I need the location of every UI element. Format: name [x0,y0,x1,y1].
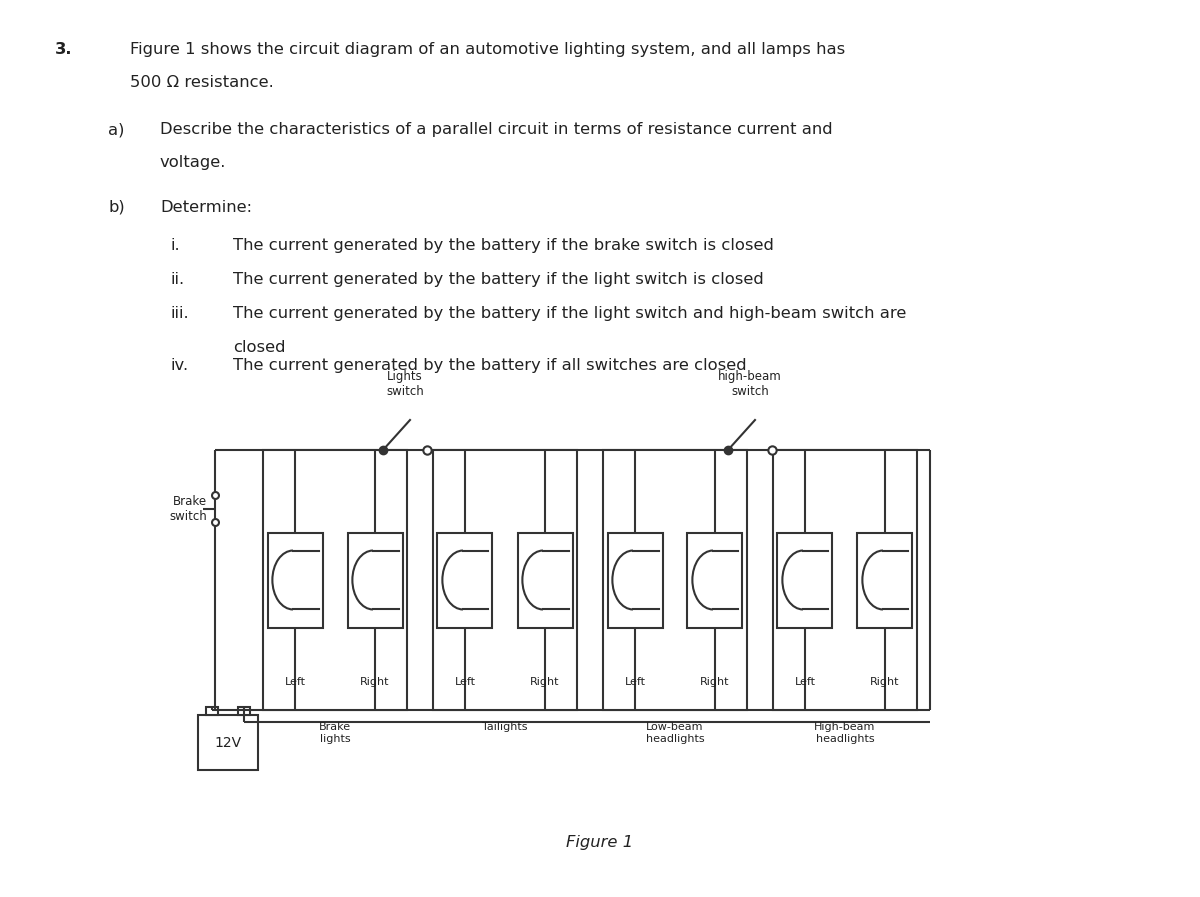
Text: iv.: iv. [170,358,188,373]
Bar [773,450,917,710]
Text: Brake
lights: Brake lights [319,722,352,744]
Text: i.: i. [170,238,180,253]
Text: Brake
switch: Brake switch [169,495,206,523]
Text: 500 Ω resistance.: 500 Ω resistance. [130,75,274,90]
Bar [433,450,577,710]
Text: The current generated by the battery if the light switch and high-beam switch ar: The current generated by the battery if … [233,306,906,321]
Text: Left: Left [794,677,816,687]
Text: Right: Right [870,677,900,687]
Text: Left: Left [284,677,306,687]
Text: ii.: ii. [170,272,184,287]
Text: high-beam
switch: high-beam switch [718,370,782,398]
Text: Figure 1: Figure 1 [566,835,634,850]
Text: The current generated by the battery if the light switch is closed: The current generated by the battery if … [233,272,763,287]
Text: b): b) [108,200,125,215]
Bar [268,533,323,628]
Text: 3.: 3. [55,42,72,57]
Bar [348,533,402,628]
Text: Describe the characteristics of a parallel circuit in terms of resistance curren: Describe the characteristics of a parall… [160,122,833,137]
Text: The current generated by the battery if the brake switch is closed: The current generated by the battery if … [233,238,774,253]
Text: Right: Right [530,677,559,687]
Text: Tailights: Tailights [482,722,528,732]
Bar [438,533,492,628]
Bar [858,533,912,628]
Text: voltage.: voltage. [160,155,227,170]
Text: Right: Right [701,677,730,687]
Text: Left: Left [624,677,646,687]
Text: closed: closed [233,340,286,355]
Text: Left: Left [455,677,475,687]
Bar [517,533,572,628]
Text: iii.: iii. [170,306,188,321]
Text: The current generated by the battery if all switches are closed: The current generated by the battery if … [233,358,746,373]
Bar [238,707,250,715]
Bar [778,533,833,628]
Bar [198,715,258,770]
Bar [688,533,743,628]
Text: Figure 1 shows the circuit diagram of an automotive lighting system, and all lam: Figure 1 shows the circuit diagram of an… [130,42,845,57]
Bar [604,450,746,710]
Text: Determine:: Determine: [160,200,252,215]
Bar [206,707,218,715]
Text: High-beam
headlights: High-beam headlights [815,722,876,744]
Text: Right: Right [360,677,390,687]
Text: Lights
switch: Lights switch [386,370,424,398]
Bar [607,533,662,628]
Text: 12V: 12V [215,736,241,750]
Text: Low-beam
headlights: Low-beam headlights [646,722,704,744]
Text: a): a) [108,122,125,137]
Bar [263,450,407,710]
